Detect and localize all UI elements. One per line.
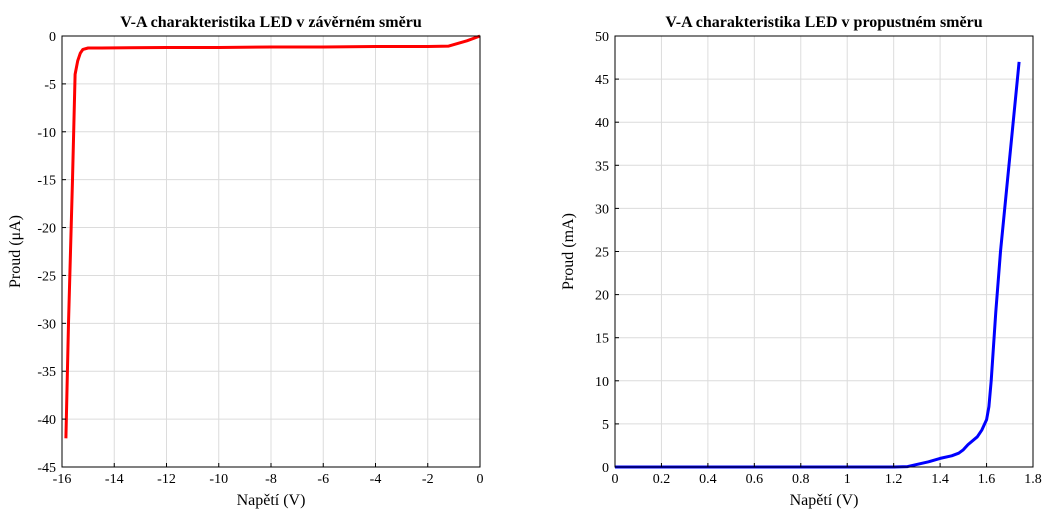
x-tick-label: -14 xyxy=(105,472,124,487)
grid-lines xyxy=(615,36,1033,467)
y-axis-label: Proud (μA) xyxy=(7,215,24,288)
x-tick-label: 0.2 xyxy=(653,472,671,487)
y-tick-label: 50 xyxy=(595,30,609,45)
grid-lines xyxy=(62,36,480,467)
y-tick-label: 0 xyxy=(602,461,609,476)
y-axis-label: Proud (mA) xyxy=(560,213,577,290)
forward-bias-chart: 0 0.2 0.4 0.6 0.8 1 1.2 1.4 1.6 1.8 0 5 10 15 20 25 30 35… xyxy=(560,14,1042,509)
x-axis-label: Napětí (V) xyxy=(237,492,306,509)
data-series xyxy=(64,34,481,439)
x-tick-label: 0 xyxy=(477,472,484,487)
x-tick-label: -2 xyxy=(422,472,434,487)
y-tick-label: 30 xyxy=(595,202,609,217)
reverse-bias-chart: -16 -14 -12 -10 -8 -6 -4 -2 00-5-10-15-20-25-30-… xyxy=(7,14,484,509)
y-tick-label: -45 xyxy=(37,461,56,476)
series-line xyxy=(64,34,481,439)
x-axis-label: Napětí (V) xyxy=(790,492,859,509)
x-tick-label: 0 xyxy=(612,472,619,487)
y-tick-label: 10 xyxy=(595,375,609,390)
y-tick-label: -15 xyxy=(37,174,56,189)
y-tick-label: -35 xyxy=(37,365,56,380)
y-tick-label: -40 xyxy=(37,413,56,428)
chart-title: V-A charakteristika LED v propustném smě… xyxy=(665,14,982,31)
x-tick-label: -10 xyxy=(209,472,228,487)
x-tick-label: 1.4 xyxy=(931,472,949,487)
y-tick-label: 20 xyxy=(595,289,609,304)
tick-marks: 0 0.2 0.4 0.6 0.8 1 1.2 1.4 1.6 1.8 0 5 10 15 20 25 30 35… xyxy=(595,30,1042,487)
y-tick-label: 5 xyxy=(602,418,609,433)
y-tick-label: -10 xyxy=(37,126,56,141)
tick-marks: -16 -14 -12 -10 -8 -6 -4 -2 00-5-10-15-20-25-30-… xyxy=(37,30,483,487)
x-tick-label: -6 xyxy=(317,472,329,487)
y-tick-label: -25 xyxy=(37,269,56,284)
x-tick-label: -16 xyxy=(53,472,72,487)
y-tick-label: 45 xyxy=(595,73,609,88)
y-tick-label: 0 xyxy=(49,30,56,45)
y-tick-label: 15 xyxy=(595,332,609,347)
y-tick-label: 40 xyxy=(595,116,609,131)
x-tick-label: 1.2 xyxy=(885,472,903,487)
x-tick-label: 1.8 xyxy=(1024,472,1042,487)
chart-title: V-A charakteristika LED v závěrném směru xyxy=(120,14,422,31)
x-tick-label: 0.4 xyxy=(699,472,717,487)
y-tick-label: 25 xyxy=(595,246,609,261)
x-tick-label: 0.6 xyxy=(746,472,764,487)
y-tick-label: 35 xyxy=(595,159,609,174)
x-tick-label: 0.8 xyxy=(792,472,810,487)
x-tick-label: -4 xyxy=(370,472,382,487)
y-tick-label: -30 xyxy=(37,317,56,332)
y-tick-label: -20 xyxy=(37,222,56,237)
y-tick-label: -5 xyxy=(44,78,56,93)
x-tick-label: 1.6 xyxy=(978,472,996,487)
x-tick-label: -8 xyxy=(265,472,277,487)
x-tick-label: 1 xyxy=(844,472,851,487)
x-tick-label: -12 xyxy=(157,472,176,487)
